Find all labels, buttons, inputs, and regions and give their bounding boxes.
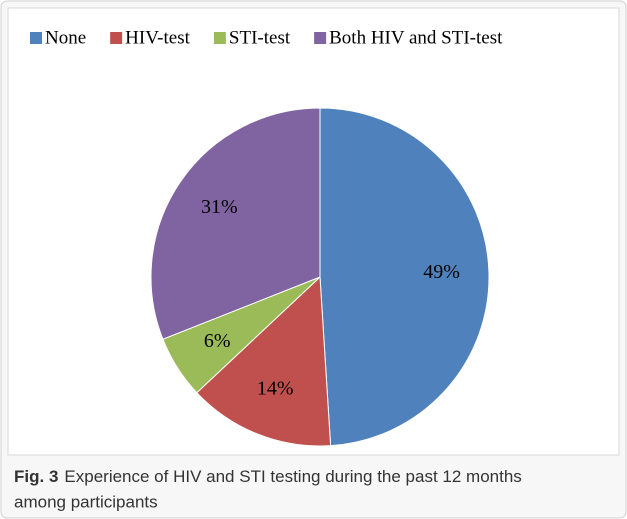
caption-line: among participants (14, 492, 158, 511)
caption-line: Fig. 3 Experience of HIV and STI testing … (14, 467, 522, 486)
data-label: 31% (201, 196, 238, 218)
pie: 49% 14% 6% 31% (150, 107, 490, 447)
caption-text: Experience of HIV and STI testing during… (64, 467, 521, 486)
legend-label: STI-test (229, 27, 291, 48)
data-label: 49% (423, 261, 460, 283)
pie-slice (319, 107, 490, 447)
pie-slice (150, 107, 321, 340)
legend: None HIV-test STI-test Both HIV and STI-tes… (30, 27, 503, 48)
legend-swatch (30, 32, 42, 44)
legend-swatch (110, 32, 123, 44)
legend-swatch (314, 32, 327, 44)
legend-label: Both HIV and STI-test (329, 27, 503, 48)
pie-slice (196, 275, 332, 447)
legend-swatch (213, 32, 226, 44)
data-label: 6% (204, 330, 231, 352)
legend-label: HIV-test (125, 27, 190, 48)
data-label: 14% (257, 378, 294, 400)
figure-label: Fig. 3 (14, 467, 58, 486)
legend-label: None (45, 27, 86, 48)
